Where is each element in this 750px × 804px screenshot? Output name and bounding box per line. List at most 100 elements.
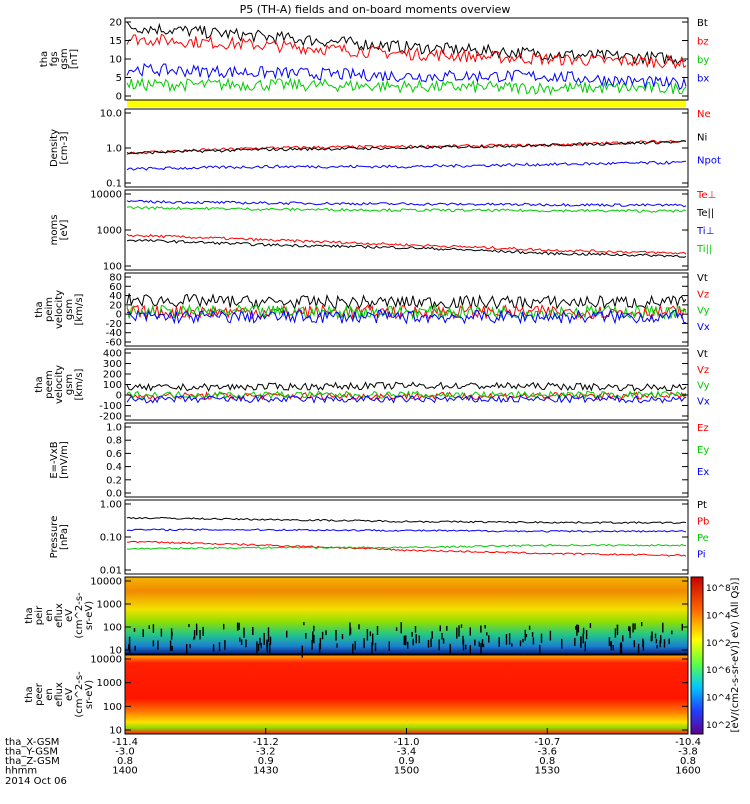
peir-spectrogram-speckle bbox=[195, 623, 198, 628]
peir-spectrogram-speckle bbox=[311, 640, 313, 650]
peir-spectrogram-speckle bbox=[252, 627, 254, 636]
ytick-label: -200 bbox=[99, 412, 122, 423]
ytick-label: 0.1 bbox=[106, 179, 122, 190]
peir-spectrogram-speckle bbox=[462, 635, 464, 645]
xaxis-row-label: hhmm bbox=[5, 766, 37, 777]
peir-spectrogram-speckle bbox=[266, 642, 269, 653]
peer-spectrogram bbox=[125, 655, 688, 734]
peir-spectrogram-speckle bbox=[157, 640, 159, 650]
panel-ylabel: velocity bbox=[54, 290, 65, 329]
ytick-label: 400 bbox=[103, 349, 122, 360]
xaxis-row-value: -11.4 bbox=[112, 737, 138, 748]
panel-ylabel: [nT] bbox=[69, 49, 80, 69]
peir-spectrogram-speckle bbox=[430, 638, 432, 648]
peir-spectrogram-speckle bbox=[259, 637, 261, 645]
peir-spectrogram-speckle bbox=[525, 634, 528, 638]
peir-spectrogram-speckle bbox=[349, 622, 351, 632]
legend-Ni-label: Ni bbox=[697, 132, 707, 143]
peir-spectrogram-speckle bbox=[446, 625, 448, 631]
peir-spectrogram-speckle bbox=[202, 626, 204, 636]
peir-spectrogram-speckle bbox=[524, 629, 526, 641]
panel-frame-efield bbox=[124, 422, 689, 498]
peir-spectrogram-speckle bbox=[305, 633, 307, 639]
peir-spectrogram-speckle bbox=[400, 622, 402, 634]
peir-spectrogram-speckle bbox=[439, 625, 441, 632]
series-Vy-line bbox=[126, 390, 687, 400]
peir-spectrogram-speckle bbox=[612, 645, 614, 651]
peir-spectrogram-speckle bbox=[371, 642, 373, 655]
colorbar-tick-label: 10^4 bbox=[706, 611, 731, 621]
peir-spectrogram-speckle bbox=[257, 643, 260, 651]
peir-spectrogram-speckle bbox=[620, 642, 623, 655]
panel-frame-peem_velocity bbox=[124, 348, 689, 421]
peir-spectrogram-speckle bbox=[480, 625, 482, 633]
peir-spectrogram-speckle bbox=[199, 630, 201, 640]
peir-spectrogram-speckle bbox=[522, 638, 524, 643]
peir-spectrogram-speckle bbox=[238, 622, 240, 630]
ytick-label: 20 bbox=[109, 18, 122, 29]
xaxis-row-label: tha_Z-GSM bbox=[5, 756, 60, 767]
peir-spectrogram-speckle bbox=[508, 633, 511, 645]
peir-spectrogram-speckle bbox=[196, 627, 198, 636]
ytick-label: 0.0 bbox=[106, 489, 122, 500]
legend-Ey-label: Ey bbox=[697, 445, 709, 456]
series-Pt-line bbox=[126, 516, 687, 524]
legend-Te-label: Te|| bbox=[696, 208, 714, 219]
ytick-label: 10 bbox=[109, 726, 122, 737]
series-Bt-line bbox=[126, 21, 687, 65]
legend-bx-label: bx bbox=[697, 74, 709, 85]
ytick-label: -40 bbox=[106, 328, 122, 339]
peir-spectrogram-speckle bbox=[160, 628, 163, 637]
ytick-label: 1.0 bbox=[106, 144, 122, 155]
peir-spectrogram-speckle bbox=[411, 632, 413, 637]
series-Vt-line bbox=[126, 381, 687, 393]
ytick-label: 100 bbox=[103, 262, 122, 273]
ytick-label: 0.4 bbox=[106, 462, 122, 473]
peir-spectrogram-speckle bbox=[170, 628, 173, 640]
ytick-label: -100 bbox=[99, 401, 122, 412]
legend-Vx-label: Vx bbox=[697, 322, 710, 333]
series-Pb-line bbox=[127, 540, 687, 557]
peir-spectrogram-speckle bbox=[193, 637, 195, 641]
ytick-label: 100 bbox=[103, 702, 122, 713]
panel-ylabel: moms bbox=[49, 215, 60, 246]
legend-Vz-label: Vz bbox=[697, 289, 709, 300]
peir-spectrogram-speckle bbox=[319, 637, 322, 650]
peir-spectrogram-speckle bbox=[632, 623, 634, 633]
peir-spectrogram-speckle bbox=[239, 637, 241, 642]
xaxis-row-value: -11.0 bbox=[394, 737, 420, 748]
peir-spectrogram-speckle bbox=[488, 635, 490, 643]
xaxis-row-value: 0.9 bbox=[399, 756, 415, 767]
panel-ylabel: velocity bbox=[54, 365, 65, 404]
panel-ylabel: sr-eV) bbox=[84, 680, 95, 709]
peir-spectrogram-speckle bbox=[223, 623, 225, 630]
ytick-label: 0 bbox=[116, 310, 122, 321]
colorbar-tick-label: 10^4 bbox=[706, 694, 731, 704]
peir-spectrogram-speckle bbox=[505, 634, 508, 645]
peir-spectrogram-speckle bbox=[481, 639, 484, 647]
peir-spectrogram-speckle bbox=[152, 640, 155, 647]
peir-spectrogram-speckle bbox=[407, 641, 409, 649]
peir-spectrogram-speckle bbox=[486, 632, 488, 636]
panel-ylabel: fgs bbox=[49, 51, 60, 66]
peir-spectrogram-speckle bbox=[128, 636, 131, 642]
peir-spectrogram-speckle bbox=[616, 624, 619, 631]
panel-ylabel: E=-VxB bbox=[49, 441, 60, 478]
xaxis-row-value: 1430 bbox=[253, 766, 278, 777]
series-Pi-line bbox=[126, 528, 687, 533]
series-Npot-line bbox=[126, 160, 687, 171]
peir-spectrogram-speckle bbox=[575, 626, 577, 630]
peir-spectrogram-speckle bbox=[414, 626, 417, 633]
peir-spectrogram-speckle bbox=[465, 644, 467, 650]
peir-spectrogram-speckle bbox=[668, 638, 670, 645]
panel-ylabel: [eV] bbox=[59, 220, 70, 241]
peir-spectrogram-speckle bbox=[589, 623, 592, 629]
peir-spectrogram-speckle bbox=[655, 638, 658, 644]
panel-ylabel: gsm bbox=[64, 374, 75, 395]
peir-spectrogram-speckle bbox=[269, 643, 271, 654]
peir-spectrogram-speckle bbox=[267, 627, 270, 636]
peir-spectrogram-speckle bbox=[582, 627, 585, 635]
panel-ylabel: (cm^2-s- bbox=[74, 671, 85, 718]
peir-spectrogram-speckle bbox=[511, 643, 513, 647]
ytick-label: 20 bbox=[109, 300, 122, 311]
